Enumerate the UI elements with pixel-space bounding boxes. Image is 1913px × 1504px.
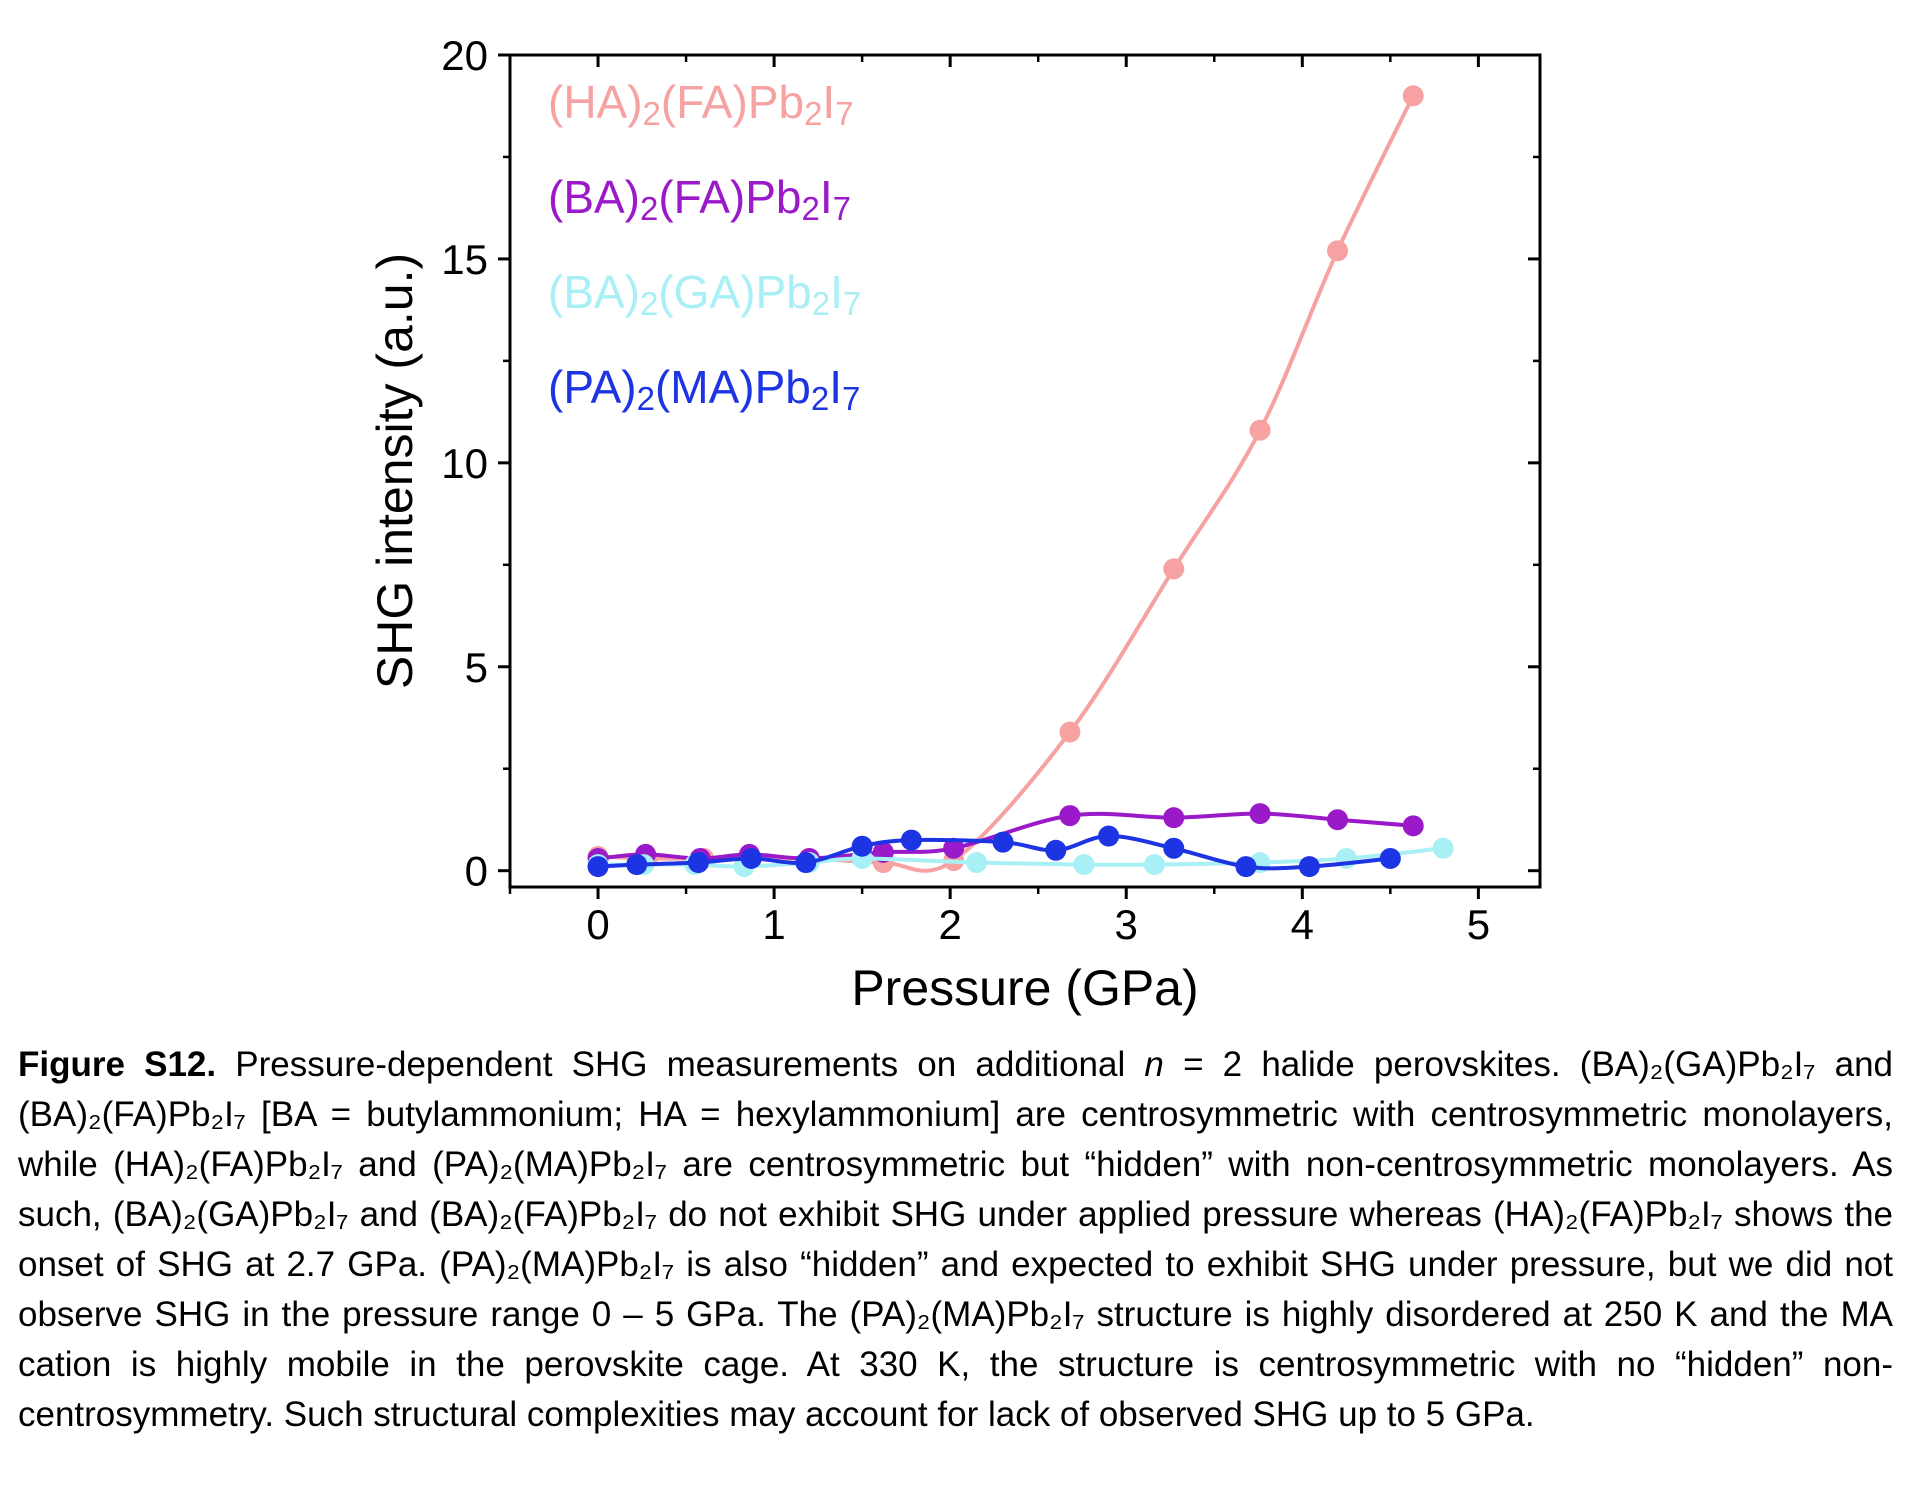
caption-n-symbol: n — [1144, 1045, 1164, 1084]
data-point-pa — [795, 852, 817, 874]
data-point-ha — [1249, 419, 1271, 441]
data-point-ba_fa — [1327, 809, 1349, 831]
data-point-pa — [740, 847, 762, 869]
data-point-pa — [992, 831, 1014, 853]
y-tick-label: 0 — [465, 848, 488, 895]
data-point-ba_fa — [1402, 815, 1424, 837]
x-tick-label: 4 — [1291, 901, 1314, 948]
data-point-ba_fa — [943, 837, 965, 859]
legend-label-ba_fa: (BA)2(FA)Pb2I7 — [548, 171, 851, 227]
y-axis-label: SHG intensity (a.u.) — [367, 253, 423, 689]
caption-text-1: Pressure-dependent SHG measurements on a… — [216, 1045, 1145, 1084]
legend-label-ha: (HA)2(FA)Pb2I7 — [548, 76, 854, 132]
caption-text-2: = 2 halide perovskites. (BA)₂(GA)Pb₂I₇ a… — [18, 1045, 1893, 1434]
data-point-ha — [1402, 85, 1424, 107]
data-point-ba_ga — [1432, 837, 1454, 859]
caption-label: Figure S12. — [18, 1045, 217, 1084]
data-point-ba_ga — [966, 852, 988, 874]
plot-frame — [508, 53, 1542, 889]
data-point-ba_ga — [1143, 854, 1165, 876]
x-tick-label: 5 — [1467, 901, 1490, 948]
data-point-pa — [900, 829, 922, 851]
data-point-pa — [587, 856, 609, 878]
figure-chart-area: 0 1 2 3 4 5 0 5 10 15 20 Pressure (GPa) SHG intensit… — [367, 32, 1542, 1016]
legend-label-ba_ga: (BA)2(GA)Pb2I7 — [548, 266, 861, 322]
y-tick-label: 15 — [441, 236, 488, 283]
data-point-pa — [687, 852, 709, 874]
data-point-ba_fa — [1249, 803, 1271, 825]
data-point-ba_fa — [1163, 807, 1185, 829]
x-tick-label: 2 — [938, 901, 961, 948]
data-point-pa — [1098, 825, 1120, 847]
figure-caption: Figure S12. Pressure-dependent SHG measu… — [18, 1040, 1893, 1440]
data-point-ha — [1059, 721, 1081, 743]
data-point-pa — [1045, 839, 1067, 861]
x-tick-label: 0 — [586, 901, 609, 948]
x-tick-label: 3 — [1115, 901, 1138, 948]
data-point-pa — [1298, 856, 1320, 878]
y-tick-label: 5 — [465, 644, 488, 691]
y-tick-label: 20 — [441, 32, 488, 79]
data-point-ha — [1327, 240, 1349, 262]
data-point-ba_fa — [1059, 805, 1081, 827]
x-tick-label: 1 — [762, 901, 785, 948]
data-point-pa — [626, 854, 648, 876]
data-point-pa — [1163, 837, 1185, 859]
y-tick-label: 10 — [441, 440, 488, 487]
legend-label-pa: (PA)2(MA)Pb2I7 — [548, 361, 860, 417]
data-point-pa — [1379, 847, 1401, 869]
data-point-ha — [1163, 558, 1185, 580]
data-point-pa — [1235, 856, 1257, 878]
data-point-pa — [851, 835, 873, 857]
x-axis-label: Pressure (GPa) — [851, 960, 1198, 1016]
data-point-ba_ga — [1073, 854, 1095, 876]
shg-pressure-chart: 0 1 2 3 4 5 0 5 10 15 20 Pressure (GPa) SHG intensit… — [367, 32, 1542, 1016]
